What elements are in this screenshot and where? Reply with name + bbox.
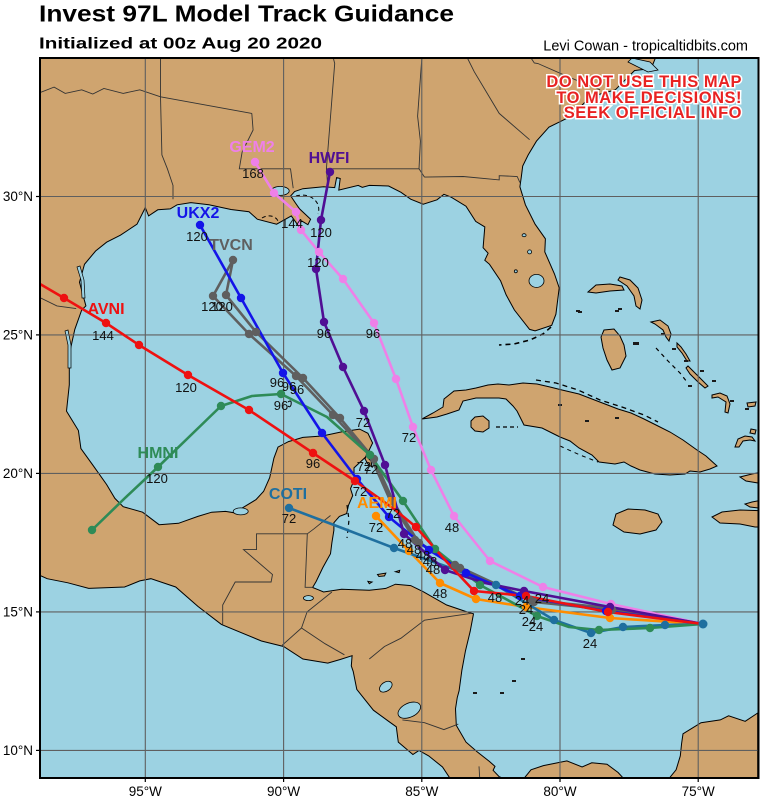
svg-text:48: 48 xyxy=(426,562,440,577)
svg-text:96: 96 xyxy=(282,379,296,394)
svg-text:72: 72 xyxy=(356,415,370,430)
svg-text:Levi Cowan - tropicaltidbits.c: Levi Cowan - tropicaltidbits.com xyxy=(543,39,748,55)
svg-text:30°N: 30°N xyxy=(3,189,33,204)
svg-text:48: 48 xyxy=(398,536,412,551)
svg-text:Invest 97L Model Track Guidanc: Invest 97L Model Track Guidance xyxy=(39,1,454,27)
svg-text:COTI: COTI xyxy=(269,486,307,503)
svg-text:72: 72 xyxy=(357,459,371,474)
svg-text:72: 72 xyxy=(353,484,367,499)
svg-text:24: 24 xyxy=(535,591,549,606)
svg-text:144: 144 xyxy=(92,328,114,343)
svg-text:10°N: 10°N xyxy=(3,743,33,758)
svg-text:48: 48 xyxy=(423,554,437,569)
svg-text:96: 96 xyxy=(306,456,320,471)
svg-text:24: 24 xyxy=(529,619,543,634)
svg-text:48: 48 xyxy=(407,542,421,557)
svg-text:48: 48 xyxy=(445,520,459,535)
svg-text:72: 72 xyxy=(402,430,416,445)
svg-text:HMNI: HMNI xyxy=(138,445,179,462)
svg-text:GEM2: GEM2 xyxy=(229,139,274,156)
svg-text:168: 168 xyxy=(242,166,264,181)
svg-text:96: 96 xyxy=(317,326,331,341)
svg-text:120: 120 xyxy=(146,471,168,486)
svg-text:AEMI: AEMI xyxy=(357,495,397,512)
svg-text:TVCN: TVCN xyxy=(209,237,253,254)
svg-text:24: 24 xyxy=(515,593,529,608)
svg-text:96: 96 xyxy=(290,382,304,397)
svg-text:48: 48 xyxy=(433,586,447,601)
svg-text:120: 120 xyxy=(307,255,329,270)
svg-text:25°N: 25°N xyxy=(3,327,33,342)
svg-text:Initialized at 00z Aug 20 2020: Initialized at 00z Aug 20 2020 xyxy=(39,36,322,53)
svg-text:48: 48 xyxy=(416,548,430,563)
svg-text:120: 120 xyxy=(310,225,332,240)
svg-text:144: 144 xyxy=(281,216,303,231)
svg-text:85°W: 85°W xyxy=(405,784,438,799)
svg-text:120: 120 xyxy=(211,299,233,314)
svg-text:24: 24 xyxy=(522,614,536,629)
svg-text:HWFI: HWFI xyxy=(309,150,350,167)
svg-text:96: 96 xyxy=(274,398,288,413)
svg-text:SEEK OFFICIAL INFO: SEEK OFFICIAL INFO xyxy=(564,104,742,122)
svg-text:96: 96 xyxy=(366,326,380,341)
svg-text:DO NOT USE THIS MAP: DO NOT USE THIS MAP xyxy=(546,73,742,91)
svg-text:120: 120 xyxy=(175,380,197,395)
svg-text:75°W: 75°W xyxy=(682,784,715,799)
svg-text:72: 72 xyxy=(282,511,296,526)
svg-text:120: 120 xyxy=(201,299,223,314)
svg-text:AVNI: AVNI xyxy=(87,301,124,318)
svg-text:80°W: 80°W xyxy=(543,784,576,799)
svg-text:72: 72 xyxy=(386,506,400,521)
svg-text:72: 72 xyxy=(364,462,378,477)
svg-text:90°W: 90°W xyxy=(267,784,300,799)
svg-text:UKX2: UKX2 xyxy=(177,205,220,222)
svg-text:TO MAKE DECISIONS!: TO MAKE DECISIONS! xyxy=(556,89,742,107)
svg-text:95°W: 95°W xyxy=(129,784,162,799)
svg-text:72: 72 xyxy=(369,520,383,535)
svg-text:120: 120 xyxy=(186,229,208,244)
svg-text:96: 96 xyxy=(270,375,284,390)
svg-text:24: 24 xyxy=(583,636,597,651)
svg-text:15°N: 15°N xyxy=(3,604,33,619)
svg-text:24: 24 xyxy=(519,602,533,617)
svg-text:20°N: 20°N xyxy=(3,466,33,481)
svg-text:48: 48 xyxy=(488,590,502,605)
